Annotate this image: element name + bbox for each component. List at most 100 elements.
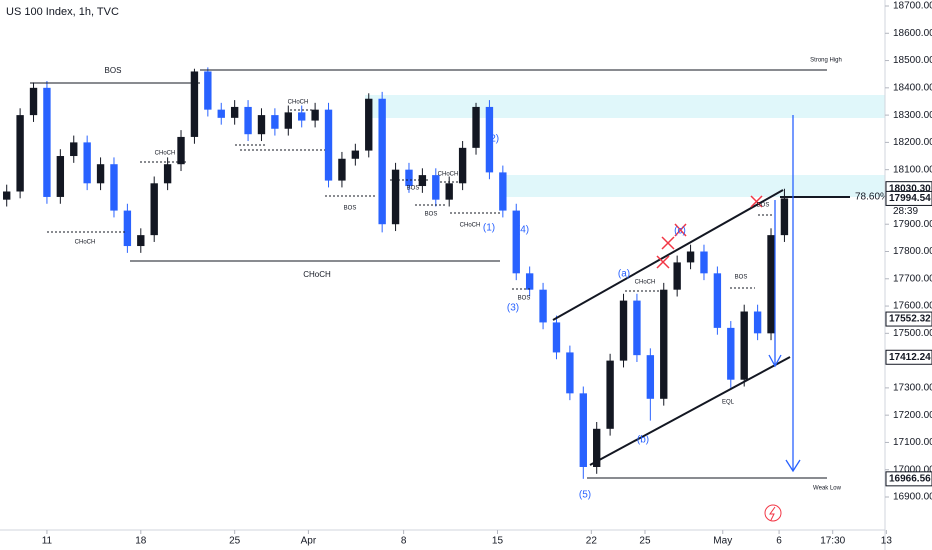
x-marks	[656, 195, 763, 269]
annotation: CHoCH	[460, 223, 481, 229]
candle-body	[244, 106, 252, 135]
price-label: 18030.30	[889, 183, 931, 194]
candle-body	[110, 164, 118, 211]
axis-background	[0, 530, 885, 550]
x-tick-label: 15	[492, 536, 504, 547]
annotation: BOS	[344, 206, 357, 212]
wave-label: (b)	[637, 435, 649, 446]
candle-body	[485, 106, 494, 173]
x-tick-label: 25	[639, 536, 651, 547]
annotation: Strong High	[810, 58, 842, 64]
y-tick-label: 18400.00	[893, 82, 932, 93]
annotation: CHoCH	[75, 240, 96, 246]
annotation: CHoCH	[635, 280, 656, 286]
candle-body	[619, 300, 628, 361]
candle-body	[298, 112, 306, 121]
candle-body	[552, 322, 561, 353]
wave-label: (1)	[483, 223, 495, 234]
candle-body	[3, 191, 11, 200]
candle-body	[686, 251, 695, 263]
annotation: BOS	[105, 66, 122, 75]
price-label-box	[885, 349, 932, 365]
wave-label: (5)	[579, 490, 591, 501]
channel-lower	[589, 356, 791, 466]
candle-body	[163, 164, 172, 184]
candle-body	[660, 289, 668, 399]
candle-body	[150, 183, 158, 236]
y-tick-label: 17000.00	[893, 464, 932, 475]
candle-body	[646, 355, 655, 399]
y-tick-label: 17800.00	[893, 246, 932, 257]
y-tick-label: 18500.00	[893, 55, 932, 66]
candle-body	[137, 235, 145, 247]
annotation: BOS	[518, 296, 531, 302]
y-tick-label: 18600.00	[893, 28, 932, 39]
candle-body	[458, 147, 467, 184]
candle-body	[83, 142, 91, 184]
candle-body	[16, 115, 24, 192]
wave-label: (3)	[507, 303, 519, 314]
candle-body	[713, 273, 722, 328]
supply-zone	[365, 95, 885, 118]
x-mark	[674, 223, 687, 237]
wave-label: (a)	[618, 269, 630, 280]
y-tick-label: 17900.00	[893, 219, 932, 230]
axis-background	[885, 0, 932, 550]
candle-body	[418, 175, 427, 187]
x-mark	[750, 195, 763, 208]
candle-body	[767, 235, 775, 334]
candle-body	[593, 428, 601, 467]
x-tick-label: May	[713, 536, 732, 547]
candle-body	[700, 251, 708, 274]
candle-body	[633, 300, 641, 356]
annotation: Weak Low	[813, 486, 842, 492]
candle-body	[525, 273, 534, 290]
y-tick-label: 16900.00	[893, 492, 932, 503]
event-icon[interactable]	[764, 504, 782, 522]
x-tick-label: 8	[401, 536, 407, 547]
x-mark	[661, 236, 675, 250]
candle-body	[257, 115, 266, 135]
x-tick-label: Apr	[301, 536, 317, 547]
annotation: CHoCH	[438, 172, 459, 178]
candle-body	[284, 112, 292, 129]
annotation: CHoCH	[288, 100, 309, 106]
candle-body	[606, 360, 614, 429]
candle-body	[190, 71, 199, 137]
y-tick-label: 17700.00	[893, 273, 932, 284]
x-tick-label: 22	[586, 536, 598, 547]
candle-body	[405, 169, 413, 187]
candle-body	[271, 115, 279, 129]
candle-body	[378, 98, 386, 225]
candle-body	[96, 164, 105, 184]
countdown: 28:39	[893, 206, 918, 217]
candle-body	[324, 109, 333, 181]
candle-body	[512, 210, 520, 274]
y-tick-label: 17200.00	[893, 410, 932, 421]
x-tick-label: 17:30	[820, 536, 845, 547]
candle-body	[499, 172, 507, 211]
candle-body	[230, 106, 239, 118]
candle-body	[29, 87, 38, 116]
candle-body	[56, 156, 65, 197]
candle-body	[338, 158, 346, 181]
candle-body	[351, 150, 360, 159]
annotation: CHoCH	[155, 151, 176, 157]
candle-body	[217, 109, 225, 118]
price-label-box	[885, 471, 932, 487]
y-tick-label: 18100.00	[893, 164, 932, 175]
y-tick-label: 18200.00	[893, 137, 932, 148]
candle-body	[740, 311, 748, 380]
candle-body	[539, 289, 547, 323]
candle-body	[391, 169, 400, 225]
x-tick-label: 11	[42, 536, 53, 547]
price-label: 17552.32	[889, 314, 931, 325]
candle-body	[753, 311, 762, 334]
candle-body	[727, 327, 735, 380]
x-tick-label: 25	[229, 536, 241, 547]
chart-title: US 100 Index, 1h, TVC	[6, 6, 119, 18]
annotation: BOS	[407, 186, 420, 192]
event-icon-bolt	[769, 506, 776, 521]
supply-zone	[500, 175, 885, 197]
price-label-box	[885, 311, 932, 327]
